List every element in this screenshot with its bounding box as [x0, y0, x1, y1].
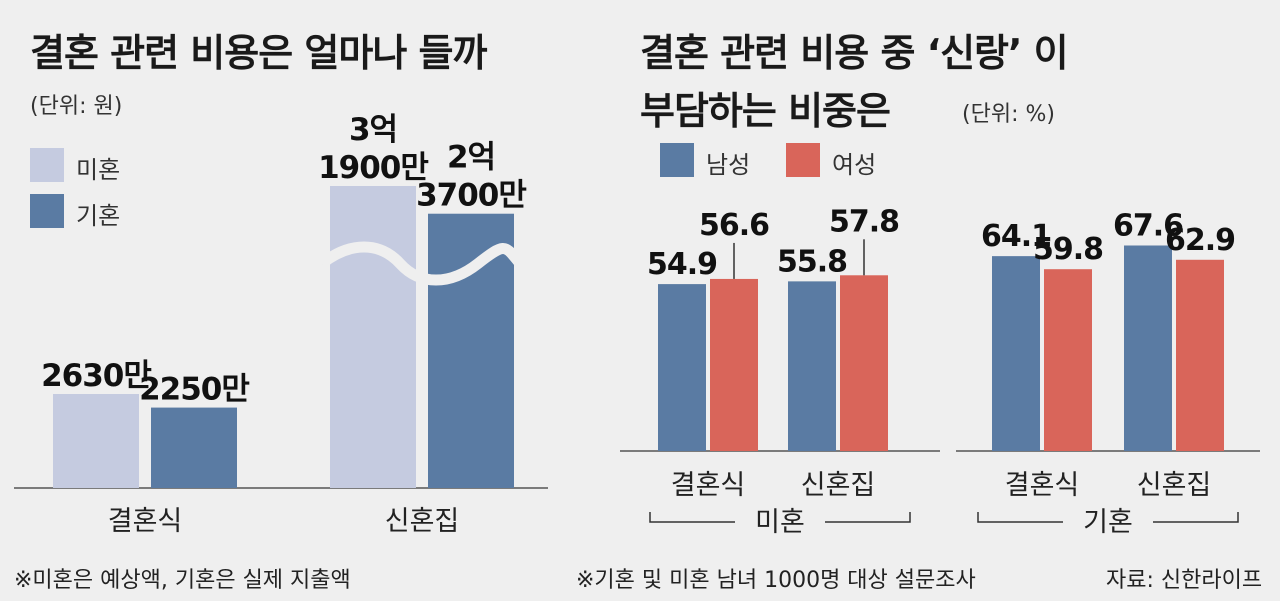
legend-swatch-female [786, 143, 820, 177]
bar-기혼-신혼집 [428, 213, 514, 489]
x-tick-label: 결혼식 [108, 506, 183, 537]
left-chart-title: 결혼 관련 비용은 얼마나 들까 [30, 31, 487, 75]
bar-기혼-결혼식 [151, 407, 237, 488]
group-bracket-right [825, 512, 911, 523]
group-bracket-left [977, 512, 1063, 523]
data-label: 3억 [349, 112, 397, 148]
legend-label-female: 여성 [832, 151, 877, 179]
data-label: 54.9 [647, 247, 717, 282]
data-label: 1900만 [318, 150, 428, 186]
left-unit-label: (단위: 원) [30, 94, 123, 119]
legend-label-single: 미혼 [76, 156, 121, 184]
legend-swatch-male [660, 143, 694, 177]
group-label: 기혼 [1083, 507, 1133, 538]
data-label: 67.6 [1113, 208, 1183, 243]
right-chart-title-line2: 부담하는 비중은 [640, 89, 891, 133]
data-label: 57.8 [829, 204, 899, 239]
bar-미혼-남성-결혼식 [658, 284, 706, 451]
legend-label-married: 기혼 [76, 202, 121, 230]
data-label: 3700만 [416, 178, 526, 214]
x-tick-label: 결혼식 [1005, 470, 1080, 501]
bar-기혼-여성-결혼식 [1044, 269, 1092, 451]
bar-기혼-남성-결혼식 [992, 256, 1040, 451]
bar-미혼-결혼식 [53, 394, 139, 488]
axis-break-wave [318, 241, 525, 286]
x-tick-label: 신혼집 [385, 506, 460, 537]
data-label: 56.6 [699, 208, 769, 243]
left-footnote: ※미혼은 예상액, 기혼은 실제 지출액 [14, 568, 351, 593]
data-label: 64.1 [981, 219, 1051, 254]
bar-기혼-남성-신혼집 [1124, 245, 1172, 451]
source-label: 자료: 신한라이프 [1106, 568, 1263, 593]
bar-미혼-여성-신혼집 [840, 275, 888, 451]
data-label: 2250만 [139, 372, 249, 408]
right-chart-title-line1: 결혼 관련 비용 중 ‘신랑’ 이 [640, 31, 1069, 75]
data-label: 55.8 [777, 244, 847, 279]
x-tick-label: 신혼집 [1137, 470, 1212, 501]
legend-label-male: 남성 [706, 151, 751, 179]
group-label: 미혼 [755, 507, 805, 538]
right-footnote: ※기혼 및 미혼 남녀 1000명 대상 설문조사 [576, 568, 976, 593]
group-bracket-left [649, 512, 735, 523]
bar-기혼-여성-신혼집 [1176, 259, 1224, 451]
x-tick-label: 결혼식 [671, 470, 746, 501]
data-label: 2억 [447, 140, 495, 176]
data-label: 62.9 [1165, 223, 1235, 258]
x-tick-label: 신혼집 [801, 470, 876, 501]
bar-미혼-여성-결혼식 [710, 278, 758, 451]
data-label: 59.8 [1033, 232, 1103, 267]
bar-미혼-남성-신혼집 [788, 281, 836, 451]
legend-swatch-single [30, 148, 64, 182]
data-label: 2630만 [41, 358, 151, 394]
group-bracket-right [1153, 512, 1239, 523]
bar-미혼-신혼집 [330, 186, 416, 488]
right-unit-label: (단위: %) [962, 102, 1055, 127]
legend-swatch-married [30, 194, 64, 228]
